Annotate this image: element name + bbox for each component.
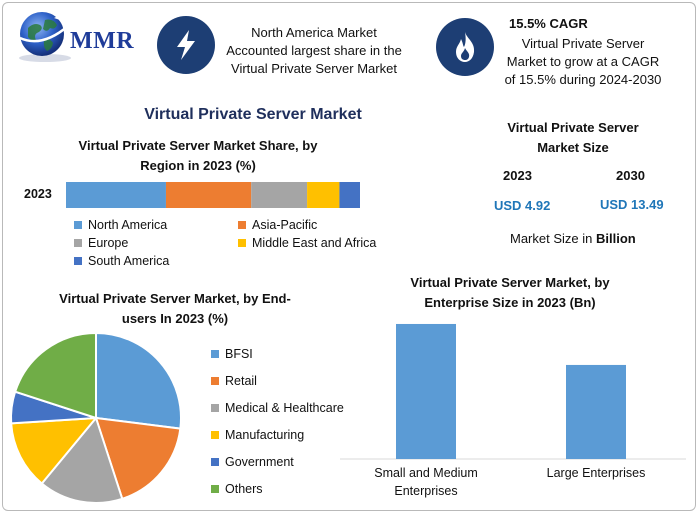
legend-swatch-north-america — [74, 221, 82, 229]
cagr-info-text: Virtual Private Server Market to grow at… — [490, 35, 676, 89]
market-year-2023: 2023 — [503, 168, 532, 183]
legend-item-europe: Europe — [74, 236, 128, 250]
legend-item-north-america: North America — [74, 218, 167, 232]
enterprise-tick-label-large-enterprises-1: Large Enterprises — [547, 466, 646, 480]
lightning-badge — [157, 16, 215, 74]
market-size-title-line2: Market Size — [537, 140, 609, 155]
cagr-info-line2: Market to grow at a CAGR — [506, 54, 660, 69]
market-value-2023: USD 4.92 — [494, 198, 551, 213]
legend-label-north-america: North America — [88, 218, 168, 232]
legend-label-middle-east-and-africa: Middle East and Africa — [252, 236, 377, 250]
legend-swatch-government — [211, 458, 219, 466]
legend-swatch-europe — [74, 239, 82, 247]
market-size-note-prefix: Market Size in — [510, 231, 596, 246]
region-chart-title-line2: Region in 2023 (%) — [140, 158, 256, 173]
market-year-2030: 2030 — [616, 168, 645, 183]
region-stacked-bar — [66, 182, 360, 208]
brand-name: MMR — [70, 28, 135, 54]
legend-swatch-medical-healthcare — [211, 404, 219, 412]
region-info-text: North America Market Accounted largest s… — [218, 24, 410, 78]
legend-item-medical-healthcare: Medical & Healthcare — [211, 401, 344, 415]
globe-logo-icon — [19, 12, 71, 62]
legend-swatch-asia-pacific — [238, 221, 246, 229]
legend-label-medical-healthcare: Medical & Healthcare — [225, 401, 344, 415]
pie-slice-medical-healthcare — [40, 415, 124, 504]
enterprise-bar-chart: Small and Medium Enterprises Large Enterpr… — [340, 323, 686, 498]
legend-item-bfsi: BFSI — [211, 347, 253, 361]
market-size-note-unit: Billion — [595, 231, 636, 246]
legend-swatch-others — [211, 485, 219, 493]
market-size-title: Virtual Private Server Market Size — [478, 118, 668, 158]
region-chart-category-label: 2023 — [24, 187, 52, 201]
legend-label-europe: Europe — [88, 236, 129, 250]
legend-label-manufacturing: Manufacturing — [225, 428, 305, 442]
legend-label-asia-pacific: Asia-Pacific — [252, 218, 318, 232]
legend-label-government: Government — [225, 455, 294, 469]
pie-slice-others — [13, 331, 97, 420]
page-title: Virtual Private Server Market — [144, 106, 362, 123]
legend-item-asia-pacific: Asia-Pacific — [238, 218, 317, 232]
legend-label-south-america: South America — [88, 254, 170, 268]
lightning-icon — [177, 30, 195, 60]
cagr-headline: 15.5% CAGR — [509, 16, 588, 31]
legend-label-others: Others — [225, 482, 263, 496]
legend-label-retail: Retail — [225, 374, 257, 388]
cagr-info-line3: of 15.5% during 2024-2030 — [504, 72, 662, 87]
pie-slice-bfsi — [95, 331, 182, 430]
enterprise-tick-label-small-and-medium-enterprises-2: Enterprises — [394, 484, 457, 498]
end-user-chart-title: Virtual Private Server Market, by End- u… — [40, 289, 310, 329]
end-user-chart-title-line2: users In 2023 (%) — [121, 311, 229, 326]
enterprise-bar-small-and-medium-enterprises — [396, 323, 456, 459]
legend-swatch-south-america — [74, 257, 82, 265]
enterprise-bar-large-enterprises — [566, 364, 626, 459]
region-info-line3: Virtual Private Server Market — [231, 61, 397, 76]
end-user-pie-chart — [10, 331, 182, 504]
enterprise-chart-title-line1: Virtual Private Server Market, by — [410, 275, 610, 290]
region-info-line2: Accounted largest share in the — [226, 43, 402, 58]
region-chart-title: Virtual Private Server Market Share, by … — [50, 136, 346, 176]
legend-swatch-manufacturing — [211, 431, 219, 439]
legend-swatch-bfsi — [211, 350, 219, 358]
legend-swatch-retail — [211, 377, 219, 385]
market-size-note: Market Size in Billion — [510, 231, 636, 246]
market-size-title-line1: Virtual Private Server — [507, 120, 639, 135]
region-info-line1: North America Market — [251, 25, 377, 40]
region-bar-segment-europe — [251, 182, 308, 208]
end-user-chart-title-line1: Virtual Private Server Market, by End- — [59, 291, 291, 306]
enterprise-chart-title-line2: Enterprise Size in 2023 (Bn) — [424, 295, 596, 310]
region-bar-segment-south-america — [339, 182, 360, 208]
legend-label-bfsi: BFSI — [225, 347, 253, 361]
legend-item-retail: Retail — [211, 374, 257, 388]
flame-badge — [436, 18, 494, 76]
legend-item-others: Others — [211, 482, 263, 496]
pie-slice-manufacturing — [10, 416, 99, 485]
enterprise-chart-title: Virtual Private Server Market, by Enterp… — [372, 273, 648, 313]
legend-item-manufacturing: Manufacturing — [211, 428, 304, 442]
region-bar-segment-middle-east-and-africa — [307, 182, 340, 208]
cagr-info-line1: Virtual Private Server — [521, 36, 645, 51]
legend-swatch-middle-east-and-africa — [238, 239, 246, 247]
region-chart-title-line1: Virtual Private Server Market Share, by — [78, 138, 318, 153]
market-value-2030: USD 13.49 — [600, 197, 664, 212]
legend-item-middle-east-and-africa: Middle East and Africa — [238, 236, 376, 250]
flame-icon — [456, 32, 475, 62]
pie-slice-retail — [94, 416, 182, 501]
enterprise-tick-label-small-and-medium-enterprises-1: Small and Medium — [374, 466, 478, 480]
region-bar-segment-asia-pacific — [165, 182, 252, 208]
legend-item-south-america: South America — [74, 254, 169, 268]
legend-item-government: Government — [211, 455, 294, 469]
region-bar-segment-north-america — [66, 182, 166, 208]
